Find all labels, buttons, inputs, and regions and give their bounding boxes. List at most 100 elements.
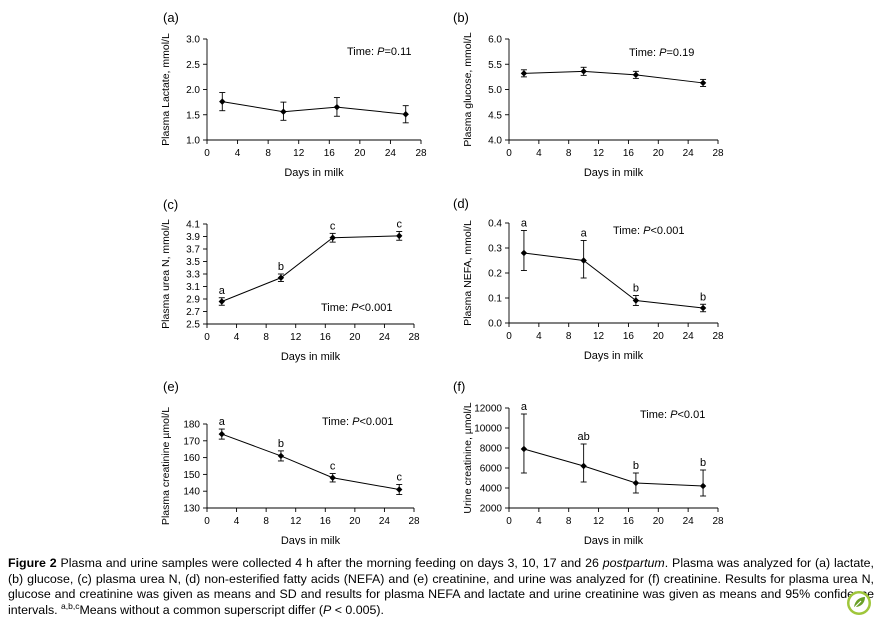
y-tick-label: 140 (183, 487, 200, 498)
data-point (333, 103, 341, 111)
data-point (632, 297, 640, 304)
panel-f: (f) 2000 4000 6000 8000 10000 12000 0 4 8 12 16 20 24… (453, 379, 724, 545)
panel-label: (a) (163, 10, 179, 25)
caption-italic-postpartum: postpartum (602, 556, 665, 570)
y-tick-label: 0.3 (488, 244, 502, 255)
panel-e: (e) 130 140 150 160 170 180 0 4 8 12 16 20 24 28 Days i… (160, 379, 420, 545)
y-tick-label: 0.0 (488, 319, 502, 330)
y-tick-label: 10000 (474, 424, 502, 435)
y-tick-label: 5.0 (488, 85, 502, 96)
axes (203, 423, 415, 512)
significance-label: c (396, 219, 402, 231)
x-tick-label: 12 (290, 332, 302, 343)
data-point (632, 71, 640, 79)
x-tick-label: 28 (408, 516, 420, 527)
significance-label: a (521, 401, 528, 413)
x-tick-label: 24 (385, 148, 397, 159)
y-tick-label: 2.9 (186, 295, 200, 306)
x-tick-label: 0 (204, 332, 210, 343)
y-axis-label: Plasma creatinine µmol/L (160, 407, 172, 525)
y-tick-label: 180 (183, 420, 200, 431)
y-tick-label: 160 (183, 453, 200, 464)
y-tick-label: 4.1 (186, 220, 200, 231)
caption-italic-p: P (323, 602, 332, 617)
x-tick-label: 28 (408, 332, 420, 343)
x-tick-label: 16 (320, 516, 332, 527)
x-tick-label: 20 (349, 332, 361, 343)
data-point (580, 68, 587, 75)
time-annotation: Time: P=0.19 (629, 47, 694, 59)
y-axis-label: Plasma NEFA, mmol/L (462, 220, 474, 326)
x-tick-label: 24 (683, 516, 695, 527)
significance-label: b (278, 261, 284, 273)
y-tick-label: 150 (183, 470, 200, 481)
x-tick-label: 24 (379, 332, 391, 343)
significance-label: b (700, 291, 706, 303)
panel-label: (c) (163, 197, 178, 212)
data-point (396, 486, 403, 493)
data-point (699, 304, 707, 312)
y-tick-label: 2000 (480, 504, 503, 515)
x-tick-label: 8 (566, 148, 572, 159)
x-tick-label: 20 (653, 516, 665, 527)
figure-caption: Figure 2 Plasma and urine samples were c… (8, 556, 874, 618)
caption-text-3: Means without a common superscript diffe… (79, 602, 324, 617)
data-point (699, 79, 707, 87)
panel-label: (e) (163, 379, 179, 394)
y-tick-label: 2.5 (186, 320, 200, 331)
axes (505, 407, 719, 512)
axes (203, 38, 422, 144)
data-point (402, 111, 409, 118)
data-point (329, 234, 336, 241)
time-annotation: Time: P<0.001 (321, 302, 392, 314)
data-point (219, 98, 226, 105)
data-point (280, 108, 287, 115)
time-annotation: Time: P<0.001 (322, 416, 393, 428)
data-point (632, 479, 640, 487)
axes (505, 222, 719, 327)
y-tick-label: 3.3 (186, 270, 200, 281)
x-tick-label: 8 (265, 148, 271, 159)
x-axis-label: Days in milk (584, 167, 644, 179)
data-point (218, 298, 225, 305)
x-tick-label: 16 (623, 331, 635, 342)
significance-label: c (330, 461, 336, 473)
x-tick-label: 20 (349, 516, 361, 527)
caption-text-1: Plasma and urine samples were collected … (56, 556, 603, 570)
y-tick-label: 3.7 (186, 245, 200, 256)
x-tick-label: 4 (234, 332, 240, 343)
x-tick-label: 12 (593, 516, 605, 527)
time-annotation: Time: P<0.001 (613, 225, 684, 237)
caption-figure-label: Figure 2 (8, 556, 57, 570)
y-axis-label: Urine creatinine, µmol/L (462, 402, 474, 513)
y-tick-label: 5.5 (488, 60, 502, 71)
x-tick-label: 20 (653, 331, 665, 342)
x-tick-label: 0 (506, 516, 512, 527)
caption-superscript: a,b,c (61, 600, 80, 611)
x-tick-label: 24 (683, 331, 695, 342)
panel-a: (a) 1.0 1.5 2.0 2.5 3.0 0 4 8 12 16 20 24 28 Days in m… (160, 10, 427, 179)
x-axis-label: Days in milk (584, 350, 644, 362)
significance-label: ab (578, 431, 590, 443)
x-tick-label: 8 (566, 516, 572, 527)
y-tick-label: 6.0 (488, 35, 502, 46)
significance-label: a (219, 416, 226, 428)
x-tick-label: 20 (653, 148, 665, 159)
y-tick-label: 0.2 (488, 269, 502, 280)
time-annotation: Time: P<0.01 (640, 409, 705, 421)
x-tick-label: 4 (536, 148, 542, 159)
significance-label: b (278, 438, 284, 450)
series-line (222, 101, 406, 115)
x-tick-label: 12 (593, 331, 605, 342)
y-tick-label: 1.0 (186, 136, 200, 147)
panel-label: (d) (453, 196, 469, 211)
data-point (277, 274, 285, 281)
x-tick-label: 28 (712, 516, 724, 527)
series-line (523, 448, 704, 487)
significance-label: b (633, 283, 639, 295)
y-tick-label: 4000 (480, 484, 503, 495)
y-tick-label: 3.1 (186, 282, 200, 293)
y-tick-label: 3.0 (186, 35, 200, 46)
significance-label: b (633, 460, 639, 472)
publisher-leaf-logo-icon (847, 591, 871, 615)
